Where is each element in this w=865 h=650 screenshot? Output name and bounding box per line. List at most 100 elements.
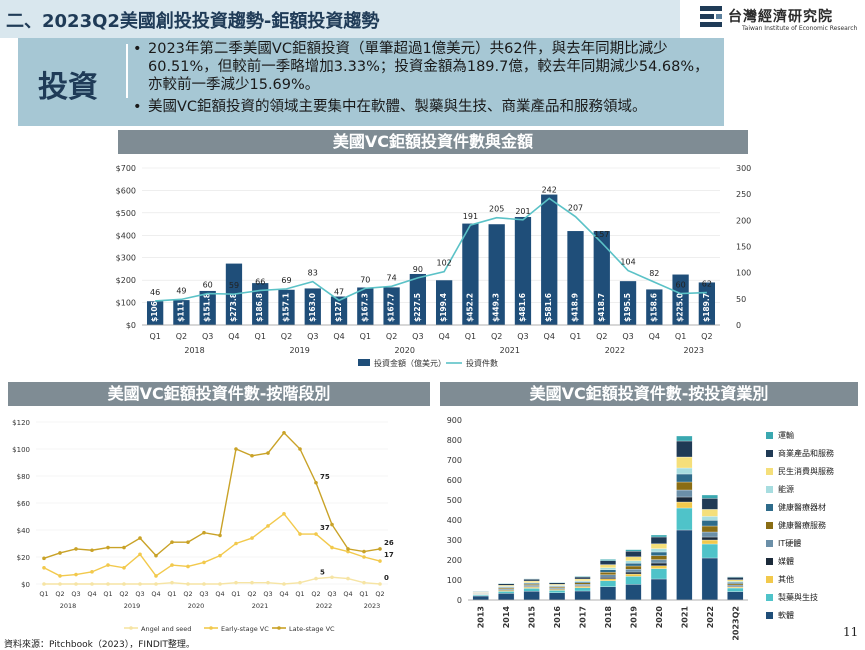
chart1-x-tick: Q4 <box>228 332 239 341</box>
chart1-y-left-tick: $400 <box>116 231 136 240</box>
chart3-stack-segment <box>524 585 540 586</box>
chart3-stack-segment <box>600 565 616 568</box>
chart2-x-tick: Q1 <box>39 590 48 598</box>
chart2-point <box>58 551 62 555</box>
chart1-bar-label: $452.2 <box>465 293 474 322</box>
chart2-point <box>250 536 254 540</box>
chart1-x-tick: Q1 <box>149 332 160 341</box>
chart1-bar-label: $481.6 <box>518 293 527 322</box>
chart2-title: 美國VC鉅額投資件數-按階段別 <box>8 382 430 406</box>
chart2-y-tick: $120 <box>12 419 30 427</box>
chart2-x-tick: Q4 <box>215 590 224 598</box>
chart3-legend-swatch <box>766 540 773 547</box>
chart2-year-label: 2020 <box>188 602 205 610</box>
chart3-legend-swatch <box>766 522 773 529</box>
chart2-point <box>170 581 174 585</box>
chart1-bar-label: $151.8 <box>203 293 212 322</box>
chart3-stack-segment <box>626 584 642 600</box>
chart1-bar-label: $189.7 <box>702 293 711 322</box>
chart3-legend-label: 健康醫療服務 <box>778 520 826 530</box>
chart2-data-label: 26 <box>384 539 394 547</box>
tier-logo: 台灣經濟研究院 Taiwan Institute of Economic Res… <box>700 4 860 36</box>
chart3-stack-segment <box>549 589 565 590</box>
chart1-combo-chart: $0$100$200$300$400$500$600$7000501001502… <box>110 158 760 368</box>
chart3-stack-segment <box>702 544 718 558</box>
chart1-x-tick: Q1 <box>675 332 686 341</box>
chart2-point <box>314 481 318 485</box>
chart2-point <box>250 454 254 458</box>
chart1-y-left-tick: $500 <box>116 209 136 218</box>
chart3-stack-segment <box>600 568 616 570</box>
chart1-year-label: 2018 <box>184 346 204 355</box>
chart3-stack-segment <box>727 580 743 582</box>
chart1-bar-label: $273.8 <box>229 293 238 322</box>
chart2-y-tick: $0 <box>21 581 30 589</box>
chart1-count-label: 74 <box>386 273 396 282</box>
chart3-stack-segment <box>498 591 514 593</box>
chart2-point <box>42 566 46 570</box>
chart2-point <box>202 582 206 586</box>
chart2-x-tick: Q4 <box>87 590 96 598</box>
chart3-x-tick: 2023Q2 <box>731 606 740 640</box>
chart2-x-tick: Q2 <box>55 590 64 598</box>
chart2-point <box>234 447 238 451</box>
chart2-x-tick: Q4 <box>279 590 288 598</box>
chart2-point <box>186 582 190 586</box>
chart1-x-tick: Q4 <box>649 332 660 341</box>
chart2-point <box>122 546 126 550</box>
chart3-stack-segment <box>575 586 591 587</box>
chart3-stack-segment <box>549 587 565 588</box>
chart3-stack-segment <box>549 590 565 592</box>
chart3-stack-segment <box>498 584 514 585</box>
chart2-x-tick: Q3 <box>199 590 208 598</box>
chart1-x-tick: Q3 <box>412 332 423 341</box>
chart3-stack-segment <box>498 589 514 590</box>
chart3-legend-swatch <box>766 450 773 457</box>
chart3-stack-segment <box>702 526 718 532</box>
chart2-data-label: 37 <box>320 524 330 532</box>
chart2-x-tick: Q4 <box>151 590 160 598</box>
chart3-stack-segment <box>702 495 718 498</box>
chart1-legend-bar-swatch <box>358 359 370 366</box>
chart1-count-label: 191 <box>463 212 478 221</box>
chart3-legend-swatch <box>766 576 773 583</box>
chart2-point <box>250 581 254 585</box>
chart2-point <box>90 570 94 574</box>
chart3-stack-segment <box>600 575 616 577</box>
chart3-stack-segment <box>575 583 591 584</box>
chart1-count-label: 49 <box>176 286 186 295</box>
chart1-bar-label: $195.5 <box>623 293 632 322</box>
chart1-count-label: 47 <box>334 287 344 296</box>
chart2-x-tick: Q2 <box>119 590 128 598</box>
chart3-stack-segment <box>600 587 616 600</box>
chart3-x-tick: 2013 <box>477 606 486 628</box>
chart3-stack-segment <box>676 497 692 502</box>
chart1-legend-line-label: 投資件數 <box>466 358 498 368</box>
chart3-stack-segment <box>651 537 667 544</box>
chart3-y-tick: 100 <box>447 576 462 585</box>
chart2-point <box>74 582 78 586</box>
chart3-stack-segment <box>727 584 743 585</box>
summary-bullet-1: 2023年第二季美國VC鉅額投資（單筆超過1億美元）共62件，與去年同期比減少6… <box>130 40 720 94</box>
summary-tag: 投資 <box>38 62 98 106</box>
chart3-stack-segment <box>702 532 718 537</box>
chart2-point <box>74 573 78 577</box>
chart3-stack-segment <box>626 550 642 552</box>
chart1-year-label: 2021 <box>500 346 520 355</box>
chart2-legend-marker <box>277 626 281 630</box>
chart3-title: 美國VC鉅額投資件數-按投資業別 <box>440 382 858 406</box>
chart3-legend-label: 其他 <box>778 574 794 584</box>
chart2-point <box>42 557 46 561</box>
chart2-point <box>218 534 222 538</box>
chart3-stack-segment <box>727 577 743 578</box>
chart3-y-tick: 700 <box>447 456 462 465</box>
chart3-legend-label: 軟體 <box>778 610 794 620</box>
chart3-x-tick: 2017 <box>579 606 588 628</box>
chart3-y-tick: 800 <box>447 436 462 445</box>
chart1-y-left-tick: $300 <box>116 254 136 263</box>
chart3-stack-segment <box>626 572 642 574</box>
chart1-bar-label: $163.0 <box>308 293 317 322</box>
chart2-legend-label: Angel and seed <box>141 625 191 633</box>
chart1-x-tick: Q2 <box>491 332 502 341</box>
